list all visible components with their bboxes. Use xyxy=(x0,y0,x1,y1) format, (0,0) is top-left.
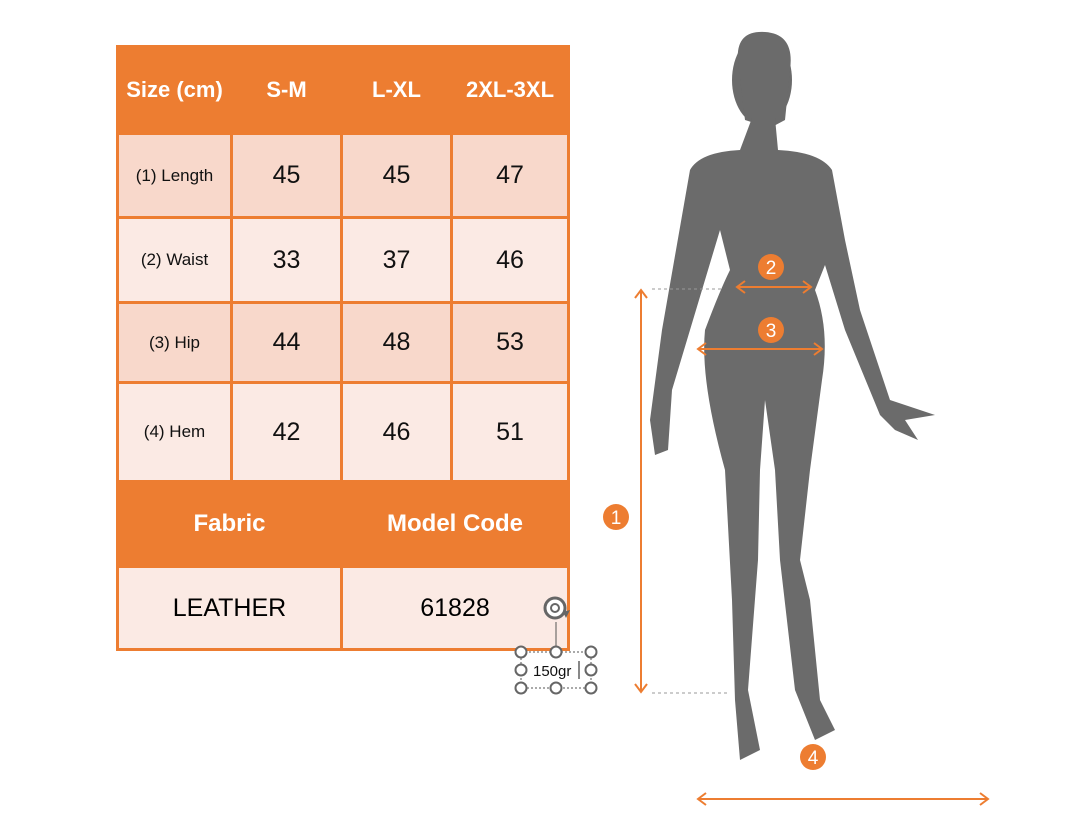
header-2xl-3xl: 2XL-3XL xyxy=(450,45,570,135)
table-row: (4) Hem 42 46 51 xyxy=(116,381,570,483)
woman-silhouette xyxy=(650,31,935,760)
fabric-value: LEATHER xyxy=(116,565,343,651)
cell: 45 xyxy=(230,132,343,219)
marker-2: 2 xyxy=(758,254,784,280)
svg-text:1: 1 xyxy=(611,508,622,529)
marker-3: 3 xyxy=(758,317,784,343)
row-label: (3) Hip xyxy=(116,301,233,384)
marker-1: 1 xyxy=(603,504,629,530)
resize-handles[interactable] xyxy=(514,645,598,695)
cell: 48 xyxy=(340,301,453,384)
cell: 46 xyxy=(340,381,453,483)
model-code-header: Model Code xyxy=(340,480,570,568)
cell: 44 xyxy=(230,301,343,384)
cell: 45 xyxy=(340,132,453,219)
size-chart-table: Size (cm) S-M L-XL 2XL-3XL (1) Length 45… xyxy=(116,45,570,651)
footer-value-row: LEATHER 61828 xyxy=(116,565,570,651)
measure-arrows xyxy=(634,280,990,806)
svg-text:4: 4 xyxy=(808,748,819,769)
cell: 51 xyxy=(450,381,570,483)
svg-text:3: 3 xyxy=(766,321,777,342)
marker-4: 4 xyxy=(800,744,826,770)
header-l-xl: L-XL xyxy=(340,45,453,135)
rotate-handle-icon[interactable] xyxy=(543,596,570,620)
row-label: (1) Length xyxy=(116,132,233,219)
table-row: (2) Waist 33 37 46 xyxy=(116,216,570,304)
table-row: (1) Length 45 45 47 xyxy=(116,132,570,219)
footer-header-row: Fabric Model Code xyxy=(116,480,570,568)
fabric-header: Fabric xyxy=(116,480,343,568)
textbox-text: 150gr xyxy=(533,663,571,680)
table-header-row: Size (cm) S-M L-XL 2XL-3XL xyxy=(116,45,570,135)
header-size: Size (cm) xyxy=(116,45,233,135)
table-row: (3) Hip 44 48 53 xyxy=(116,301,570,384)
svg-text:2: 2 xyxy=(766,258,777,279)
cell: 42 xyxy=(230,381,343,483)
selected-textbox[interactable]: 150gr xyxy=(514,596,598,695)
model-code-value: 61828 xyxy=(340,565,570,651)
cell: 33 xyxy=(230,216,343,304)
cell: 53 xyxy=(450,301,570,384)
cell: 46 xyxy=(450,216,570,304)
row-label: (4) Hem xyxy=(116,381,233,483)
cell: 47 xyxy=(450,132,570,219)
row-label: (2) Waist xyxy=(116,216,233,304)
guide-lines xyxy=(652,288,728,694)
cell: 37 xyxy=(340,216,453,304)
header-s-m: S-M xyxy=(230,45,343,135)
